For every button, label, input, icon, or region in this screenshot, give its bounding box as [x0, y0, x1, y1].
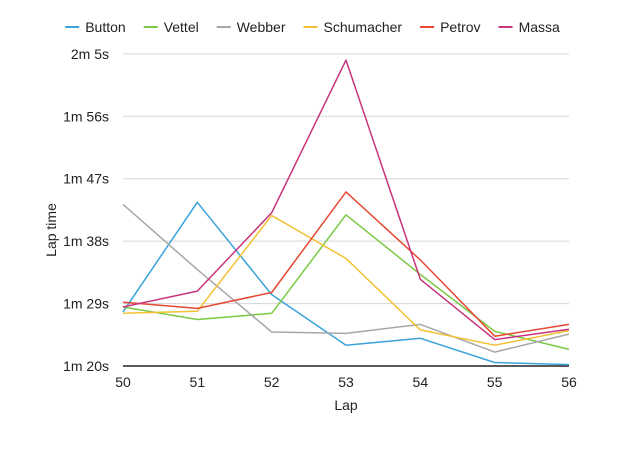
x-tick-label: 51 [190, 374, 206, 390]
legend-label: Vettel [164, 19, 199, 35]
x-tick-label: 50 [115, 374, 131, 390]
y-tick-label: 1m 20s [63, 358, 109, 374]
y-tick-label: 1m 56s [63, 108, 109, 124]
legend-item-button: Button [65, 19, 126, 35]
y-tick-label: 1m 38s [63, 233, 109, 249]
legend-label: Schumacher [324, 19, 403, 35]
legend: Button Vettel Webber Schumacher Petrov Massa [65, 19, 560, 35]
x-tick-label: 54 [413, 374, 429, 390]
series-line-button [122, 201, 570, 366]
y-tick-label: 2m 5s [71, 46, 109, 62]
legend-item-schumacher: Schumacher [303, 19, 403, 35]
legend-item-massa: Massa [498, 19, 560, 35]
x-tick-label: 56 [561, 374, 577, 390]
legend-label: Petrov [440, 19, 480, 35]
x-tick-label: 53 [338, 374, 354, 390]
legend-item-petrov: Petrov [420, 19, 481, 35]
series-line-massa [122, 59, 570, 341]
y-tick-label: 1m 47s [63, 171, 109, 187]
legend-label: Button [85, 19, 125, 35]
series-line-webber [122, 203, 570, 353]
x-tick-label: 55 [487, 374, 503, 390]
series-line-schumacher [122, 214, 570, 346]
series-lines [122, 59, 570, 366]
legend-item-webber: Webber [216, 19, 286, 35]
gridlines [123, 53, 569, 367]
y-tick-label: 1m 29s [63, 296, 109, 312]
series-line-petrov [122, 191, 570, 337]
legend-label: Massa [519, 19, 560, 35]
series-line-vettel [122, 214, 570, 351]
legend-label: Webber [237, 19, 286, 35]
x-tick-label: 52 [264, 374, 280, 390]
y-axis-title: Lap time [43, 203, 59, 257]
axes: 1m 20s 1m 29s 1m 38s 1m 47s 1m 56s 2m 5s 50 51 5… [63, 46, 577, 390]
x-axis-title: Lap [334, 397, 358, 413]
legend-item-vettel: Vettel [143, 19, 199, 35]
